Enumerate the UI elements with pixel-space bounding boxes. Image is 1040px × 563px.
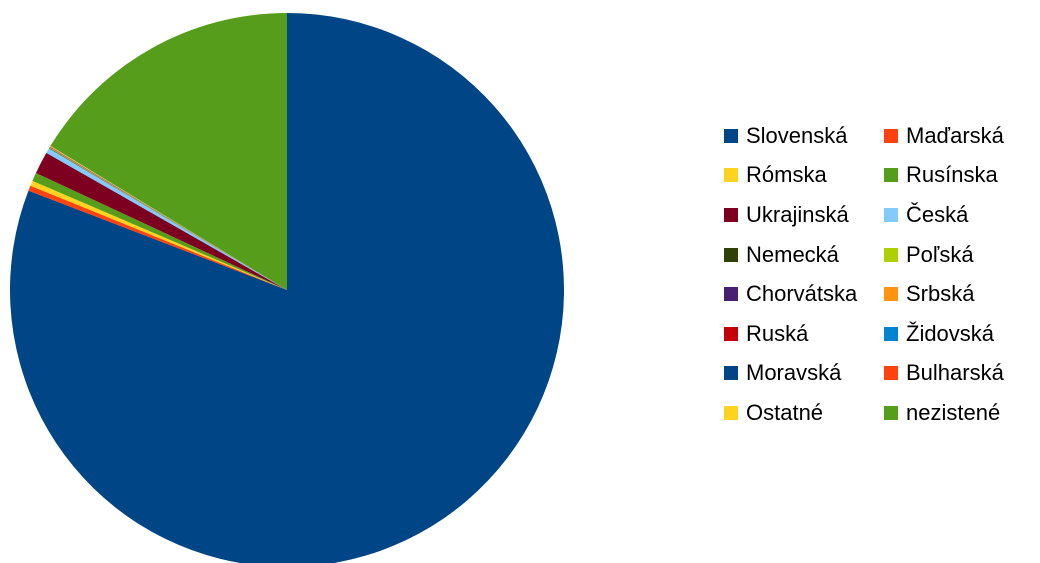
- pie-slice-12: [49, 146, 288, 290]
- legend-swatch: [724, 405, 738, 420]
- pie-slice-6: [48, 147, 287, 290]
- legend: Slovenská Maďarská Rómska Rusínska Ukrajinsk…: [724, 116, 1034, 433]
- legend-label: Nemecká: [746, 241, 839, 267]
- legend-swatch: [884, 287, 898, 302]
- pie-slice-13: [50, 146, 287, 290]
- pie-slice-2: [30, 180, 287, 290]
- legend-item: Srbská: [884, 274, 1034, 314]
- legend-label: Slovenská: [746, 122, 848, 148]
- legend-label: Maďarská: [906, 122, 1004, 148]
- pie-slice-7: [49, 147, 287, 290]
- legend-item: Nemecká: [724, 235, 884, 275]
- pie-slice-0: [10, 13, 564, 563]
- legend-label: Moravská: [746, 360, 842, 386]
- legend-item: Rusínska: [884, 156, 1034, 196]
- legend-item: Bulharská: [884, 354, 1034, 394]
- legend-label: Srbská: [906, 281, 975, 307]
- pie-slice-9: [49, 147, 287, 290]
- legend-label: Rusínska: [906, 162, 998, 188]
- legend-swatch: [884, 247, 898, 262]
- pie-slice-3: [32, 172, 287, 290]
- pie-slice-1: [28, 185, 287, 290]
- legend-label: Ostatné: [746, 399, 824, 425]
- legend-label: Česká: [906, 201, 969, 227]
- legend-swatch: [724, 366, 738, 381]
- legend-swatch: [724, 287, 738, 302]
- legend-swatch: [724, 168, 738, 183]
- legend-item: nezistené: [884, 393, 1034, 433]
- legend-label: Bulharská: [906, 360, 1004, 386]
- legend-label: Rómska: [746, 162, 827, 188]
- legend-item: Slovenská: [724, 116, 884, 156]
- legend-swatch: [884, 207, 898, 222]
- pie-slice-8: [49, 147, 287, 290]
- legend-item: Ostatné: [724, 393, 884, 433]
- legend-swatch: [724, 247, 738, 262]
- legend-swatch: [724, 326, 738, 341]
- legend-item: Chorvátska: [724, 274, 884, 314]
- pie-slices: [10, 13, 564, 563]
- legend-swatch: [884, 405, 898, 420]
- legend-item: Poľská: [884, 235, 1034, 275]
- legend-label: Ruská: [746, 320, 809, 346]
- legend-item: Česká: [884, 195, 1034, 235]
- legend-label: nezistené: [906, 399, 1001, 425]
- legend-swatch: [724, 207, 738, 222]
- legend-swatch: [884, 366, 898, 381]
- pie-slice-14: [50, 145, 287, 290]
- legend-swatch: [724, 128, 738, 143]
- legend-swatch: [884, 128, 898, 143]
- legend-item: Ukrajinská: [724, 195, 884, 235]
- pie-slice-11: [49, 146, 288, 290]
- legend-item: Židovská: [884, 314, 1034, 354]
- legend-label: Židovská: [906, 320, 995, 346]
- legend-label: Chorvátska: [746, 281, 858, 307]
- legend-item: Rómska: [724, 156, 884, 196]
- pie-slice-5: [46, 148, 287, 290]
- legend-item: Maďarská: [884, 116, 1034, 156]
- legend-swatch: [884, 326, 898, 341]
- pie-slice-10: [49, 146, 288, 290]
- legend-label: Ukrajinská: [746, 201, 849, 227]
- legend-item: Ruská: [724, 314, 884, 354]
- legend-swatch: [884, 168, 898, 183]
- legend-label: Poľská: [906, 241, 974, 267]
- pie-slice-15: [50, 13, 287, 290]
- legend-item: Moravská: [724, 354, 884, 394]
- pie-slice-4: [35, 152, 288, 290]
